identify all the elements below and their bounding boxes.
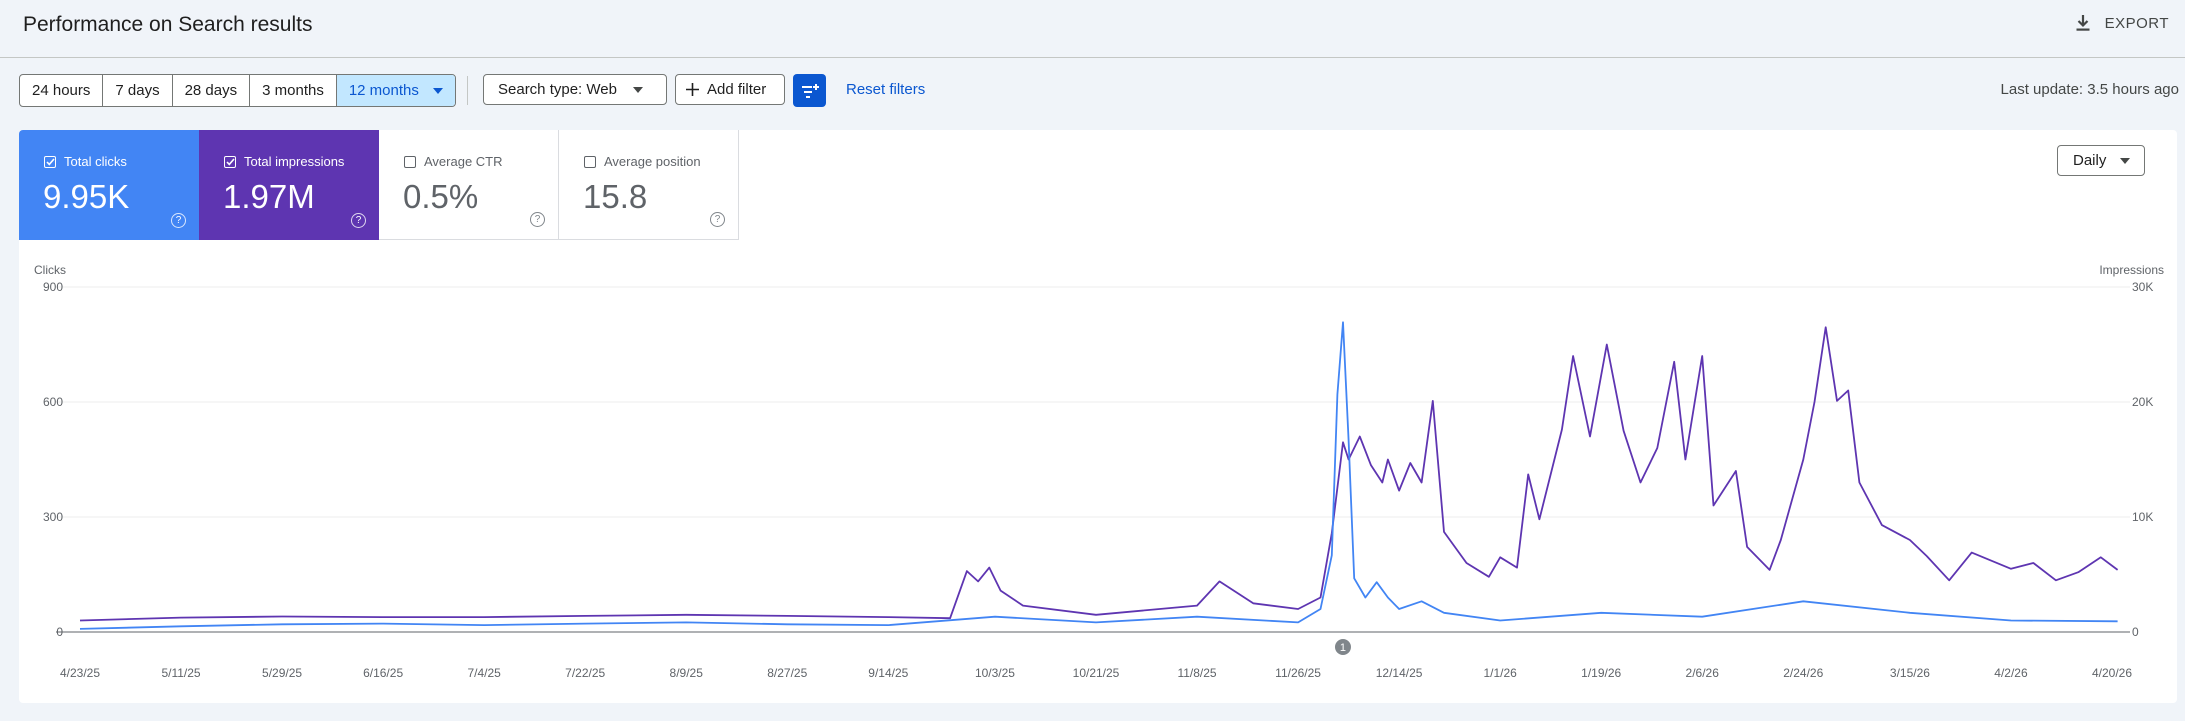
metric-card-total-impressions[interactable]: Total impressions 1.97M ? (199, 130, 379, 240)
x-tick-label: 10/21/25 (1073, 666, 1120, 680)
metric-label-row: Total impressions (224, 154, 344, 169)
metric-label: Total impressions (244, 154, 345, 169)
x-tick-label: 2/24/26 (1783, 666, 1823, 680)
caret-down-icon (432, 87, 443, 94)
y-left-tick-label: 0 (56, 625, 63, 639)
y-left-tick-label: 300 (43, 510, 63, 524)
x-tick-label: 4/23/25 (60, 666, 100, 680)
help-icon[interactable]: ? (710, 212, 725, 227)
metric-label-row: Total clicks (44, 154, 127, 169)
metric-label-row: Average CTR (404, 154, 503, 169)
last-update-text: Last update: 3.5 hours ago (2000, 81, 2179, 98)
x-tick-label: 7/4/25 (467, 666, 501, 680)
annotation-marker (1334, 639, 1351, 655)
metric-label: Total clicks (64, 154, 127, 169)
x-tick-label: 7/22/25 (565, 666, 605, 680)
caret-down-icon (632, 86, 643, 93)
range-24-hours[interactable]: 24 hours (20, 75, 104, 106)
annotation-label: 1 (1340, 642, 1346, 654)
range-12-months[interactable]: 12 months (336, 75, 455, 106)
metric-label-row: Average position (584, 154, 701, 169)
metric-label: Average CTR (424, 154, 503, 169)
x-tick-label: 5/29/25 (262, 666, 302, 680)
help-icon[interactable]: ? (171, 213, 186, 228)
metric-value: 1.97M (223, 178, 315, 215)
metric-card-average-position[interactable]: Average position 15.8 ? (559, 130, 739, 240)
help-icon[interactable]: ? (351, 213, 366, 228)
checkbox-unchecked-icon (404, 155, 416, 168)
range-28-days[interactable]: 28 days (173, 75, 251, 106)
metric-value: 15.8 (583, 178, 648, 215)
export-label: EXPORT (2104, 14, 2169, 32)
x-tick-label: 3/15/26 (1890, 666, 1930, 680)
y-right-tick-label: 30K (2132, 280, 2153, 294)
y-left-tick-label: 600 (43, 395, 63, 409)
x-tick-label: 2/6/26 (1686, 666, 1720, 680)
x-tick-label: 4/20/26 (2092, 666, 2132, 680)
x-tick-label: 1/1/26 (1483, 666, 1517, 680)
search-type-label: Search type: Web (498, 81, 617, 98)
x-tick-label: 11/8/25 (1177, 666, 1216, 680)
y-left-axis-label: Clicks (34, 263, 66, 277)
y-right-tick-label: 20K (2132, 395, 2153, 409)
range-7-days[interactable]: 7 days (103, 75, 173, 106)
series-line-total-impressions (79, 326, 2119, 622)
y-right-axis-label: Impressions (2099, 263, 2164, 277)
x-tick-label: 5/11/25 (161, 666, 200, 680)
add-filter-button[interactable]: Add filter (675, 74, 785, 105)
checkbox-checked-icon (224, 155, 236, 168)
export-button[interactable]: EXPORT (2075, 14, 2169, 32)
x-tick-label: 9/14/25 (868, 666, 908, 680)
x-tick-label: 8/27/25 (767, 666, 807, 680)
x-tick-label: 4/2/26 (1994, 666, 2028, 680)
granularity-label: Daily (2073, 152, 2107, 169)
filter-settings-icon (801, 83, 819, 98)
checkbox-checked-icon (44, 155, 56, 168)
range-12-months-label: 12 months (348, 82, 419, 99)
metric-value: 0.5% (403, 178, 479, 215)
checkbox-unchecked-icon (584, 155, 596, 168)
y-right-tick-label: 0 (2132, 625, 2139, 639)
x-tick-label: 12/14/25 (1376, 666, 1423, 680)
range-3-months[interactable]: 3 months (250, 75, 337, 106)
y-left-tick-label: 900 (43, 280, 63, 294)
x-tick-label: 6/16/25 (363, 666, 403, 680)
metric-card-average-ctr[interactable]: Average CTR 0.5% ? (379, 130, 559, 240)
page-title: Performance on Search results (23, 13, 313, 36)
plus-icon (686, 83, 699, 96)
help-icon[interactable]: ? (530, 212, 545, 227)
add-filter-label: Add filter (707, 81, 767, 98)
x-tick-label: 8/9/25 (670, 666, 704, 680)
toolbar-divider (467, 76, 468, 105)
download-icon (2076, 15, 2090, 31)
series-line-total-clicks (79, 321, 2118, 630)
reset-filters-link[interactable]: Reset filters (846, 81, 926, 98)
x-tick-label: 1/19/26 (1581, 666, 1621, 680)
x-tick-label: 11/26/25 (1275, 666, 1321, 680)
filter-toolbar: 24 hours 7 days 28 days 3 months 12 mont… (19, 74, 2179, 107)
performance-panel: Total clicks 9.95K ? Total impressions 1… (19, 130, 2177, 703)
caret-down-icon (2120, 157, 2131, 164)
metric-value: 9.95K (43, 178, 130, 215)
search-type-dropdown[interactable]: Search type: Web (483, 74, 667, 105)
filter-settings-button[interactable] (793, 74, 826, 107)
date-range-group: 24 hours 7 days 28 days 3 months 12 mont… (19, 74, 456, 107)
page-header: Performance on Search results EXPORT (0, 0, 2185, 58)
metric-label: Average position (604, 154, 701, 169)
performance-chart: Clicks Impressions 900 30K 600 20K 300 10K 0 0 4/2… (34, 263, 2164, 680)
x-tick-label: 10/3/25 (975, 666, 1015, 680)
metric-card-total-clicks[interactable]: Total clicks 9.95K ? (19, 130, 199, 240)
granularity-dropdown[interactable]: Daily (2057, 145, 2145, 176)
y-right-tick-label: 10K (2132, 510, 2153, 524)
